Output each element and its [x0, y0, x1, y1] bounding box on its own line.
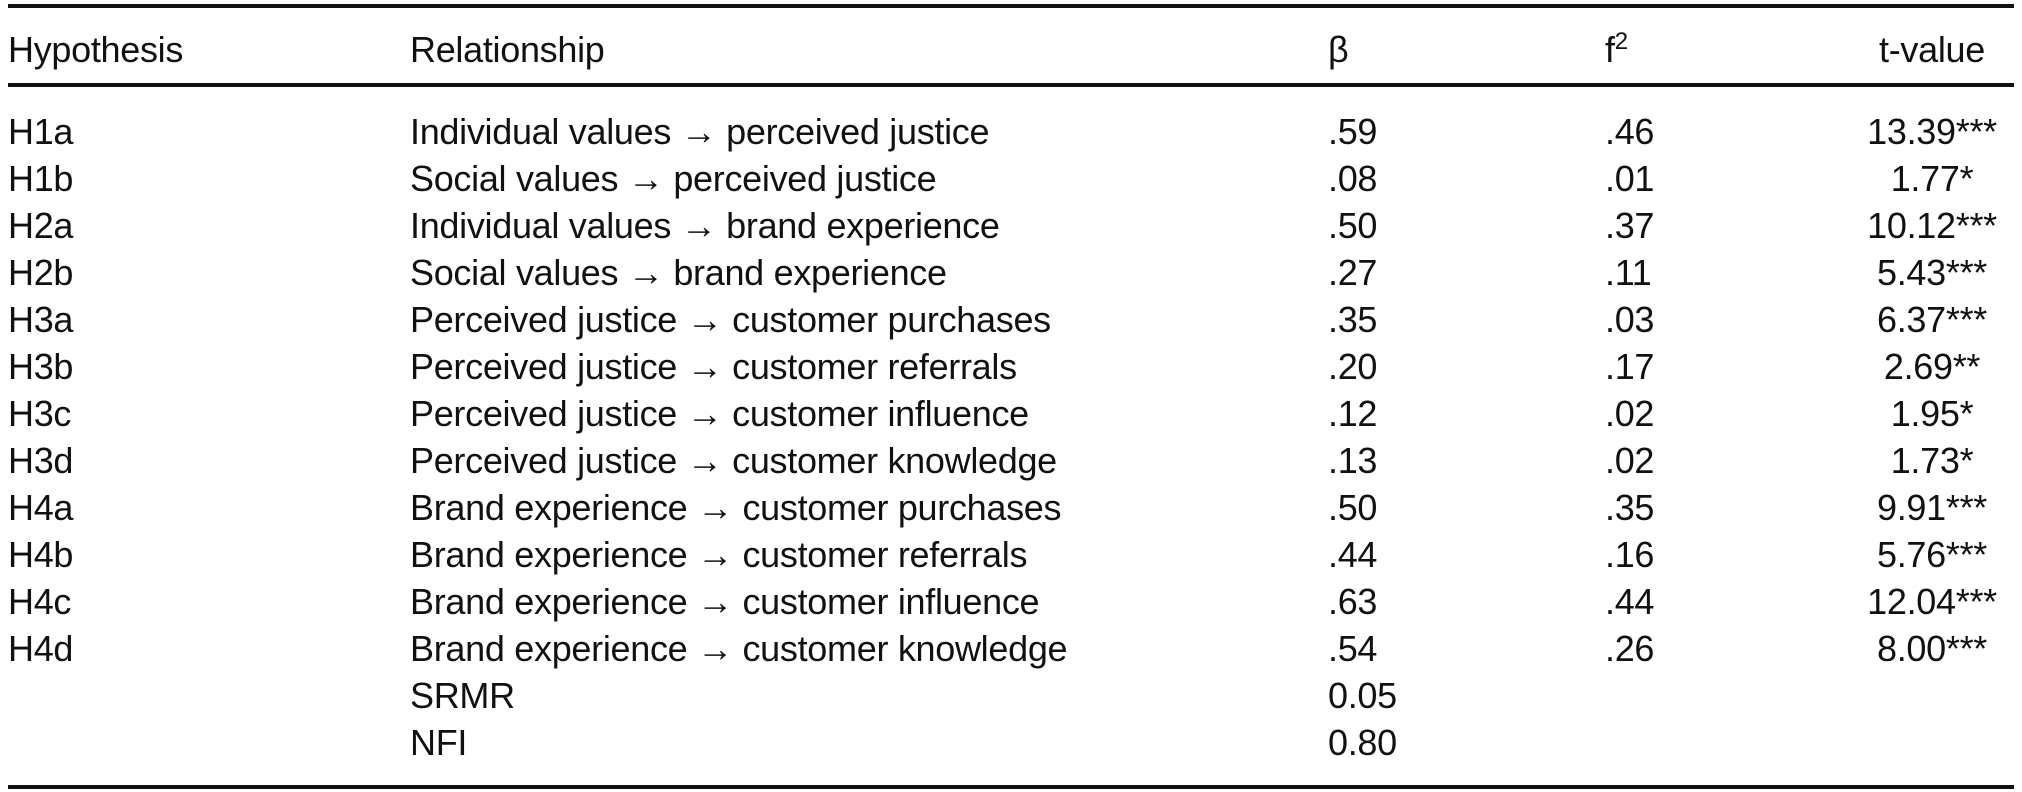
f-squared-superscript: 2 — [1614, 28, 1628, 55]
table-row: H4d Brand experience → customer knowledge… — [8, 625, 2014, 672]
cell-f2: .46 — [1605, 111, 1655, 152]
cell-hypothesis: H1b — [8, 158, 74, 199]
hypothesis-results-table: Hypothesis Relationship β f2 t-value H1a… — [8, 4, 2014, 789]
cell-f2: .17 — [1605, 346, 1655, 387]
cell-relationship: Perceived justice → customer influence — [410, 393, 1029, 434]
cell-relationship: Social values → brand experience — [410, 252, 947, 293]
cell-t: 9.91*** — [1877, 487, 1987, 528]
cell-t: 1.95* — [1890, 393, 1974, 434]
cell-t: 1.73* — [1890, 440, 1974, 481]
table-row: H2b Social values → brand experience .27 .1… — [8, 249, 2014, 296]
cell-beta: 0.80 — [1328, 722, 1397, 763]
table-row: H2a Individual values → brand experience.… — [8, 202, 2014, 249]
cell-beta: .50 — [1328, 487, 1378, 528]
table-row: NFI 0.80 — [8, 719, 2014, 787]
cell-hypothesis: H3a — [8, 299, 74, 340]
cell-beta: .35 — [1328, 299, 1378, 340]
cell-beta: 0.05 — [1328, 675, 1397, 716]
table-body: H1a Individual values → perceived justice… — [8, 85, 2014, 787]
header-beta: β — [1328, 6, 1605, 87]
cell-beta: .13 — [1328, 440, 1378, 481]
table-row: H1b Social values → perceived justice .08.… — [8, 155, 2014, 202]
cell-f2: .01 — [1605, 158, 1655, 199]
cell-f2: .16 — [1605, 534, 1655, 575]
cell-beta: .50 — [1328, 205, 1378, 246]
cell-relationship: Perceived justice → customer knowledge — [410, 440, 1057, 481]
table-row: H3c Perceived justice → customer influenc… — [8, 390, 2014, 437]
table-row: H3b Perceived justice → customer referral… — [8, 343, 2014, 390]
cell-hypothesis: H3c — [8, 393, 72, 434]
cell-t — [1850, 672, 2014, 719]
cell-relationship: Perceived justice → customer referrals — [410, 346, 1017, 387]
cell-relationship: NFI — [410, 722, 468, 763]
cell-t: 5.43*** — [1877, 252, 1987, 293]
cell-t: 12.04*** — [1867, 581, 1997, 622]
cell-t: 1.77* — [1890, 158, 1974, 199]
header-row: Hypothesis Relationship β f2 t-value — [8, 6, 2014, 87]
cell-relationship: Brand experience → customer referrals — [410, 534, 1028, 575]
cell-beta: .08 — [1328, 158, 1378, 199]
header-f-squared: f2 — [1605, 6, 1850, 87]
cell-hypothesis: H4d — [8, 628, 74, 669]
cell-relationship: Perceived justice → customer purchases — [410, 299, 1051, 340]
cell-t: 8.00*** — [1877, 628, 1987, 669]
cell-f2: .26 — [1605, 628, 1655, 669]
cell-hypothesis: H4c — [8, 581, 72, 622]
cell-relationship: Social values → perceived justice — [410, 158, 937, 199]
cell-beta: .59 — [1328, 111, 1378, 152]
cell-f2: .11 — [1605, 252, 1652, 293]
header-relationship: Relationship — [410, 6, 1328, 87]
cell-f2: .02 — [1605, 393, 1655, 434]
table-row: SRMR 0.05 — [8, 672, 2014, 719]
cell-beta: .54 — [1328, 628, 1378, 669]
f-squared-base: f — [1605, 29, 1615, 70]
header-hypothesis: Hypothesis — [8, 6, 410, 87]
cell-f2: .35 — [1605, 487, 1655, 528]
table-row: H4a Brand experience → customer purchases… — [8, 484, 2014, 531]
cell-relationship: Individual values → brand experience — [410, 205, 1000, 246]
cell-beta: .20 — [1328, 346, 1378, 387]
cell-t — [1850, 719, 2014, 787]
cell-hypothesis: H2b — [8, 252, 74, 293]
cell-hypothesis: H3b — [8, 346, 74, 387]
cell-t: 13.39*** — [1867, 111, 1997, 152]
cell-t: 10.12*** — [1867, 205, 1997, 246]
cell-beta: .12 — [1328, 393, 1378, 434]
cell-hypothesis: H1a — [8, 111, 74, 152]
table-row: H3d Perceived justice → customer knowledg… — [8, 437, 2014, 484]
cell-hypothesis — [8, 672, 410, 719]
cell-relationship: Individual values → perceived justice — [410, 111, 990, 152]
cell-f2: .37 — [1605, 205, 1655, 246]
table-row: H4b Brand experience → customer referrals… — [8, 531, 2014, 578]
cell-hypothesis — [8, 719, 410, 787]
table-header: Hypothesis Relationship β f2 t-value — [8, 6, 2014, 87]
cell-hypothesis: H4b — [8, 534, 74, 575]
cell-beta: .63 — [1328, 581, 1378, 622]
cell-f2: .03 — [1605, 299, 1655, 340]
cell-f2 — [1605, 719, 1850, 787]
table-row: H4c Brand experience → customer influence… — [8, 578, 2014, 625]
cell-t: 6.37*** — [1877, 299, 1987, 340]
cell-beta: .44 — [1328, 534, 1378, 575]
header-t-value: t-value — [1850, 6, 2014, 87]
cell-hypothesis: H3d — [8, 440, 74, 481]
cell-hypothesis: H2a — [8, 205, 74, 246]
cell-t: 5.76*** — [1877, 534, 1987, 575]
cell-relationship: SRMR — [410, 675, 515, 716]
cell-relationship: Brand experience → customer purchases — [410, 487, 1062, 528]
table-row: H3a Perceived justice → customer purchase… — [8, 296, 2014, 343]
cell-t: 2.69** — [1883, 346, 1981, 387]
table-row: H1a Individual values → perceived justice… — [8, 85, 2014, 155]
cell-beta: .27 — [1328, 252, 1378, 293]
cell-f2: .02 — [1605, 440, 1655, 481]
cell-hypothesis: H4a — [8, 487, 74, 528]
cell-f2: .44 — [1605, 581, 1655, 622]
cell-relationship: Brand experience → customer knowledge — [410, 628, 1068, 669]
cell-relationship: Brand experience → customer influence — [410, 581, 1040, 622]
cell-f2 — [1605, 672, 1850, 719]
